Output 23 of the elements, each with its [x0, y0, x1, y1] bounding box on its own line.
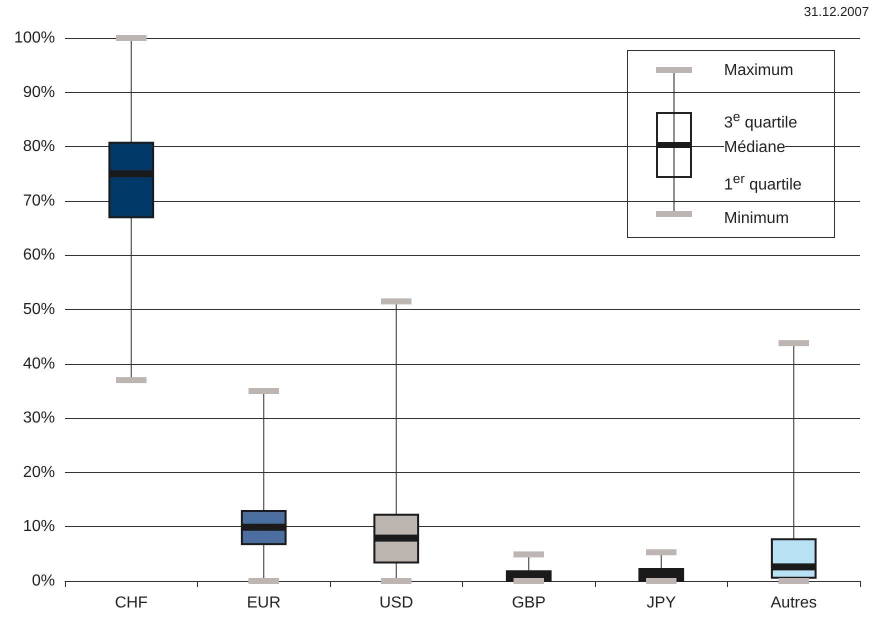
x-tick-label: JPY	[646, 594, 676, 612]
y-tick-label: 10%	[22, 518, 55, 536]
y-tick-label: 100%	[14, 30, 55, 46]
text: 31.12.2007	[804, 4, 869, 19]
x-tick-label: CHF	[114, 594, 148, 612]
x-tick-label: USD	[379, 594, 414, 612]
annotation: Médiane	[724, 138, 786, 158]
annotation: Minimum	[724, 209, 789, 229]
x-tick-label: Autres	[770, 594, 817, 612]
y-tick-label: 20%	[22, 464, 55, 481]
y-tick-label: 80%	[22, 138, 55, 156]
annotation: 3$^{e}$ quartile	[724, 107, 798, 134]
x-tick-label: GBP	[512, 594, 546, 612]
y-tick-label: 50%	[22, 301, 55, 318]
annotation: Maximum	[724, 61, 794, 81]
y-tick-label: 60%	[22, 246, 55, 264]
y-tick-label: 40%	[22, 355, 55, 372]
annotation: 1$^{er}$ quartile	[724, 169, 802, 196]
y-tick-label: 0%	[32, 572, 55, 590]
y-tick-label: 90%	[22, 84, 55, 101]
y-tick-label: 30%	[22, 410, 55, 427]
y-tick-label: 70%	[22, 192, 55, 210]
x-tick-label: EUR	[246, 594, 281, 612]
